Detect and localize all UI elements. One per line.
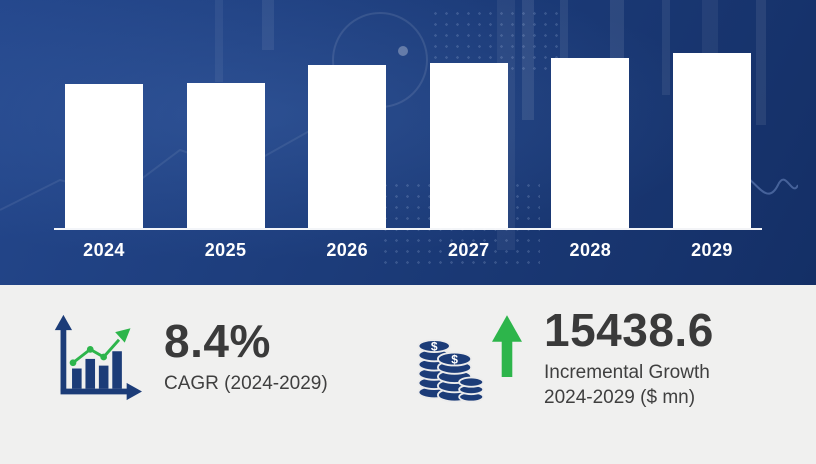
coins-icon: $ $: [417, 338, 485, 403]
incremental-growth-stat: $ $: [412, 307, 714, 410]
cagr-label: CAGR (2024-2029): [164, 372, 328, 394]
incremental-icon-group: $ $: [412, 313, 522, 405]
incremental-value: 15438.6: [544, 304, 714, 356]
cagr-text: 8.4% CAGR (2024-2029): [164, 318, 328, 397]
bar-2027: [429, 63, 508, 228]
bar-2026: [308, 65, 387, 228]
svg-text:$: $: [451, 352, 458, 366]
year-label: 2026: [326, 240, 369, 260]
year-label: 2029: [691, 240, 733, 260]
bar-zone: [65, 53, 143, 228]
year-label: 2028: [569, 240, 612, 260]
bar-zone: [672, 53, 751, 228]
incremental-label-line1: Incremental Growth: [544, 362, 710, 383]
bar-2029: [672, 53, 751, 228]
year-label: 2024: [83, 240, 125, 260]
year-label: 2027: [447, 240, 490, 260]
bar-column: 2026: [299, 53, 395, 261]
bar-zone: [429, 53, 508, 228]
bar-zone: [186, 53, 265, 228]
bar-2025: [186, 83, 265, 228]
svg-text:$: $: [431, 339, 438, 353]
bar-column: 2025: [178, 53, 274, 261]
bar-column: 2029: [664, 53, 760, 261]
incremental-label-line2: 2024-2029 ($ mn): [544, 386, 696, 408]
year-label: 2025: [204, 240, 247, 260]
cagr-value: 8.4%: [164, 314, 271, 367]
bar-column: 2027: [421, 53, 517, 261]
up-arrow-icon: [492, 314, 522, 377]
bar-2024: [65, 84, 143, 228]
bar-2028: [551, 58, 630, 228]
bar-zone: [308, 53, 387, 228]
cagr-stat: 8.4% CAGR (2024-2029): [50, 311, 328, 403]
stats-section: 8.4% CAGR (2024-2029) $: [0, 285, 816, 464]
candlestick-decoration: [262, 0, 274, 50]
bar-chart: 2024 2025 2026 2027 2028 2029: [56, 53, 760, 261]
chart-baseline: [54, 228, 762, 230]
bar-column: 2024: [56, 53, 152, 261]
incremental-text: 15438.6 Incremental Growth 2024-2029 ($ …: [544, 307, 714, 410]
bar-zone: [551, 53, 630, 228]
incremental-label: Incremental Growth 2024-2029 ($ mn): [544, 361, 714, 410]
chart-section: 2024 2025 2026 2027 2028 2029: [0, 0, 816, 285]
growth-chart-icon: [54, 314, 142, 401]
bar-column: 2028: [542, 53, 638, 261]
